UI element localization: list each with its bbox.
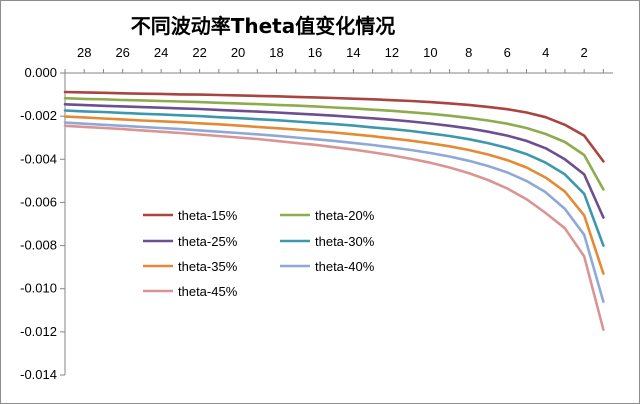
y-axis: 0.000 -0.002 -0.004 -0.006 -0.008 -0.010 -0.01… [20,65,66,382]
series-line-theta-30% [63,109,605,247]
series-line-theta-45% [63,124,605,332]
series-line-theta-20% [63,96,605,191]
x-tick-label: 28 [77,45,91,60]
legend-item: theta-40% [280,259,375,274]
series-line-theta-25% [63,103,605,219]
x-tick-label: 18 [269,45,283,60]
series-line-theta-35% [63,115,605,275]
y-tick-label: 0.000 [24,65,57,80]
series-lines [63,90,605,332]
x-axis [64,69,613,74]
y-tick-label: -0.004 [20,151,57,166]
x-tick-label: 16 [308,45,322,60]
legend-label: theta-35% [178,259,238,274]
legend-item: theta-20% [280,208,375,223]
legend-label: theta-15% [178,208,238,223]
y-tick-label: -0.012 [20,324,57,339]
series-line-theta-40% [63,121,605,304]
legend: theta-15% theta-20% theta-25% theta-30% thet… [143,208,375,299]
y-tick-label: -0.010 [20,281,57,296]
x-tick-label: 8 [465,45,472,60]
series-line-theta-15% [63,90,605,163]
x-tick-label: 2 [581,45,588,60]
legend-label: theta-40% [315,259,375,274]
y-tick-label: -0.002 [20,108,57,123]
x-tick-label: 20 [231,45,245,60]
x-tick-label: 26 [115,45,129,60]
legend-item: theta-30% [280,234,375,249]
y-tick-label: -0.006 [20,194,57,209]
x-tick-label: 14 [346,45,360,60]
legend-item: theta-15% [143,208,238,223]
legend-label: theta-25% [178,234,238,249]
x-tick-label: 6 [504,45,511,60]
legend-item: theta-25% [143,234,238,249]
chart-title: 不同波动率Theta值变化情况 [131,14,396,38]
legend-item: theta-35% [143,259,238,274]
legend-label: theta-20% [315,208,375,223]
x-tick-label: 22 [192,45,206,60]
legend-item: theta-45% [143,284,238,299]
x-tick-label: 24 [154,45,168,60]
x-tick-label: 12 [385,45,399,60]
x-tick-labels: 28 26 24 22 20 18 16 14 12 10 8 6 4 2 [77,45,588,60]
y-tick-label: -0.014 [20,367,57,382]
x-tick-label: 4 [542,45,549,60]
x-tick-label: 10 [423,45,437,60]
y-tick-label: -0.008 [20,238,57,253]
legend-label: theta-30% [315,234,375,249]
legend-label: theta-45% [178,284,238,299]
